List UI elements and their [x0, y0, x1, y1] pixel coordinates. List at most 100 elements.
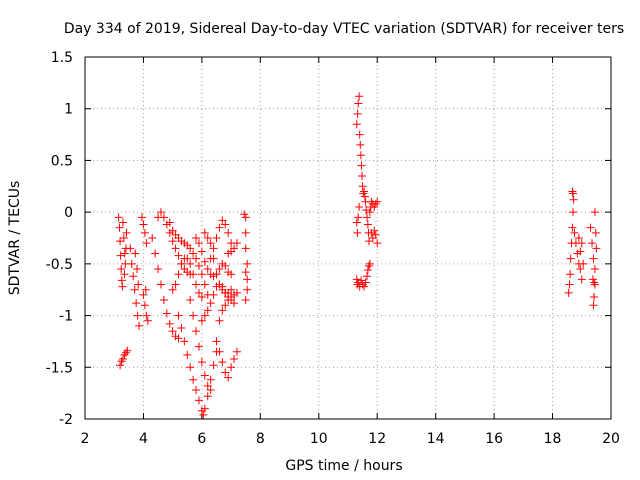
data-point	[177, 323, 186, 332]
data-point	[200, 228, 209, 237]
data-point	[127, 259, 136, 268]
data-point	[243, 275, 252, 284]
data-point	[192, 280, 201, 289]
data-point	[156, 208, 165, 217]
data-point	[129, 272, 138, 281]
data-point	[174, 270, 183, 279]
data-point	[115, 223, 124, 232]
data-point	[116, 361, 125, 370]
data-point	[141, 285, 150, 294]
data-point	[137, 213, 146, 222]
data-point	[165, 319, 174, 328]
data-point	[135, 321, 144, 330]
data-point	[232, 347, 241, 356]
data-point	[577, 275, 586, 284]
data-point	[171, 244, 180, 253]
data-point	[371, 199, 380, 208]
y-tick-label: 0	[64, 205, 73, 221]
data-point	[373, 239, 382, 248]
series-arc-q	[215, 288, 241, 325]
data-point	[197, 247, 206, 256]
data-point	[353, 109, 362, 118]
data-point	[569, 195, 578, 204]
data-point	[230, 355, 239, 364]
data-point	[373, 197, 382, 206]
data-point	[579, 259, 588, 268]
data-point	[114, 213, 123, 222]
data-point	[212, 270, 221, 279]
series-arc-f	[148, 234, 183, 343]
data-point	[120, 350, 129, 359]
data-point	[194, 239, 203, 248]
data-point	[356, 151, 365, 160]
x-tick-label: 16	[485, 431, 503, 447]
y-tick-labels: -2 -1.5 -1 -0.5 0 0.5 1 1.5	[46, 50, 73, 428]
data-point	[221, 261, 230, 270]
data-point	[355, 92, 364, 101]
data-point	[134, 280, 143, 289]
data-point	[232, 288, 241, 297]
data-point	[199, 410, 208, 419]
data-point	[209, 361, 218, 370]
y-tick-label: 1	[64, 102, 73, 118]
series-arc-t	[352, 202, 374, 291]
series-arc-d	[126, 244, 144, 330]
data-point	[143, 316, 152, 325]
data-point	[566, 270, 575, 279]
series-arc-x	[573, 234, 588, 284]
series-arc-k	[186, 296, 215, 395]
data-point	[203, 234, 212, 242]
data-point	[568, 223, 577, 232]
data-point	[221, 220, 230, 229]
data-point	[116, 251, 125, 260]
data-point	[200, 280, 209, 289]
data-point	[221, 301, 230, 310]
data-point	[123, 346, 132, 355]
data-point	[168, 327, 177, 336]
series-arc-w	[564, 187, 580, 297]
data-point	[358, 171, 367, 180]
data-point	[227, 270, 236, 279]
data-point	[564, 288, 573, 297]
data-point	[215, 347, 224, 356]
data-point	[186, 259, 195, 268]
data-point	[569, 189, 578, 198]
data-point	[361, 278, 370, 287]
data-point	[243, 259, 252, 268]
data-point	[221, 368, 230, 377]
x-axis-label: GPS time / hours	[285, 458, 402, 474]
data-point	[203, 381, 212, 390]
data-point	[360, 192, 369, 201]
data-point	[206, 375, 215, 384]
data-point	[212, 234, 221, 242]
data-point	[371, 230, 380, 239]
data-point	[118, 218, 127, 227]
data-point	[192, 234, 201, 242]
x-tick-label: 2	[81, 431, 90, 447]
data-point	[119, 234, 128, 242]
data-point	[353, 228, 362, 237]
data-point	[154, 265, 163, 274]
data-point	[586, 223, 595, 232]
data-point	[186, 244, 195, 253]
data-point	[227, 285, 236, 294]
x-tick-label: 12	[368, 431, 386, 447]
data-point	[118, 282, 127, 291]
x-tick-label: 20	[602, 431, 620, 447]
series-arc-h	[165, 218, 212, 299]
data-point	[590, 208, 599, 217]
data-point	[200, 404, 209, 413]
data-point	[365, 259, 374, 268]
data-point	[148, 234, 157, 242]
data-point	[194, 261, 203, 270]
data-point	[354, 99, 363, 108]
data-point	[362, 272, 371, 281]
data-point	[365, 208, 374, 217]
data-point	[142, 239, 151, 248]
data-point	[189, 249, 198, 258]
data-point	[200, 371, 209, 380]
data-point	[241, 244, 250, 253]
data-point	[589, 254, 598, 263]
data-point	[165, 218, 174, 227]
